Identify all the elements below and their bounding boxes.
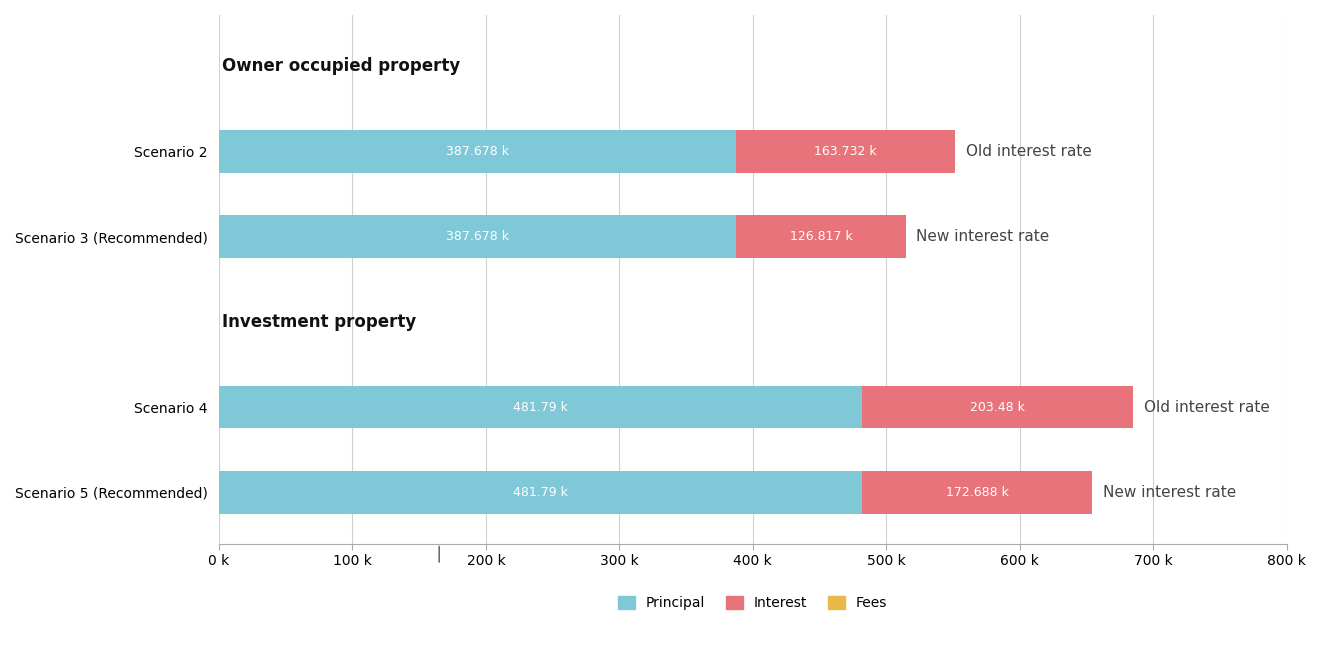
Text: Owner occupied property: Owner occupied property (222, 57, 460, 75)
Text: 387.678 k: 387.678 k (446, 145, 509, 158)
Bar (736, 130, 955, 173)
Bar (861, 386, 1133, 428)
Bar (219, 130, 736, 173)
Text: 126.817 k: 126.817 k (790, 230, 852, 243)
Text: 203.48 k: 203.48 k (970, 401, 1025, 413)
Text: 387.678 k: 387.678 k (446, 230, 509, 243)
Text: Old interest rate: Old interest rate (1144, 399, 1269, 415)
Text: Old interest rate: Old interest rate (966, 144, 1091, 159)
Bar (219, 215, 736, 258)
Text: New interest rate: New interest rate (1103, 485, 1236, 500)
Text: Investment property: Investment property (222, 313, 416, 331)
Text: 481.79 k: 481.79 k (513, 401, 568, 413)
Bar (736, 215, 906, 258)
Bar (219, 471, 861, 514)
Text: New interest rate: New interest rate (917, 229, 1049, 244)
Legend: Principal, Interest, Fees: Principal, Interest, Fees (613, 591, 893, 616)
Bar (219, 386, 861, 428)
Text: 172.688 k: 172.688 k (946, 486, 1008, 499)
Text: 481.79 k: 481.79 k (513, 486, 568, 499)
Bar (861, 471, 1092, 514)
Text: 163.732 k: 163.732 k (814, 145, 877, 158)
